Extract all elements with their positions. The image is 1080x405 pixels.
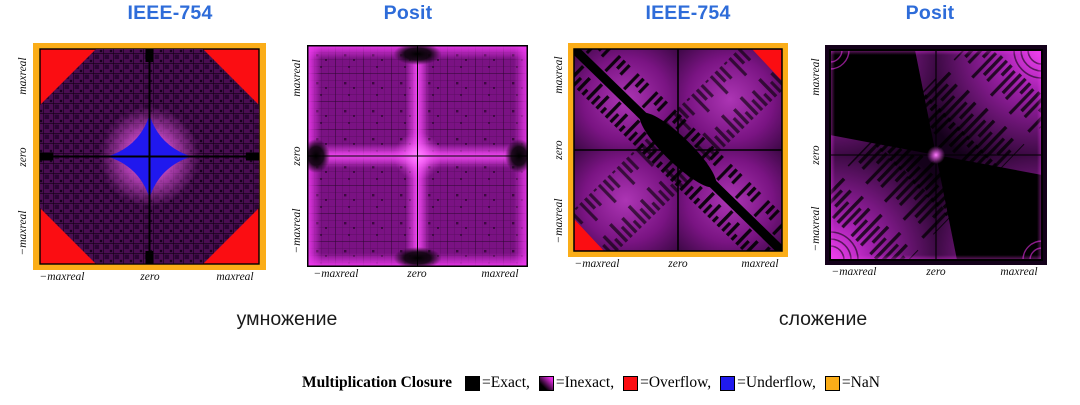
legend-swatch-underflow-icon [720, 375, 736, 391]
legend-swatch-exact-icon [464, 375, 480, 391]
x-tick-maxreal: maxreal [1000, 266, 1038, 278]
panel-title-ieee754-mult: IEEE-754 [127, 2, 213, 24]
x-tick-zero: zero [668, 258, 688, 270]
x-tick-negmaxreal: −maxreal [574, 258, 620, 270]
legend-label-inexact: =Inexact, [555, 374, 615, 391]
panel-title-ieee754-add: IEEE-754 [645, 2, 731, 24]
legend-swatch-inexact-icon [538, 375, 554, 391]
legend-item-exact: =Exact, [464, 374, 530, 392]
panel-title-posit-mult: Posit [383, 2, 433, 24]
panel-posit-multiplication [302, 43, 533, 269]
heatmap-posit-multiplication [302, 43, 533, 269]
y-tick-zero: zero [810, 145, 822, 165]
x-tick-negmaxreal: −maxreal [831, 266, 877, 278]
legend-item-inexact: =Inexact, [538, 374, 615, 392]
legend-item-underflow: =Underflow, [720, 374, 816, 392]
y-tick-zero: zero [291, 146, 303, 166]
panel-ieee754-addition [568, 43, 788, 257]
legend-item-nan: =NaN [824, 374, 880, 392]
legend-swatch-nan-icon [824, 375, 840, 391]
y-tick-negmaxreal: −maxreal [17, 210, 29, 256]
y-tick-maxreal: maxreal [17, 57, 29, 95]
x-tick-negmaxreal: −maxreal [39, 271, 85, 283]
heatmap-ieee754-multiplication [33, 43, 266, 270]
y-tick-maxreal: maxreal [291, 59, 303, 97]
legend-item-overflow: =Overflow, [623, 374, 711, 392]
y-tick-negmaxreal: −maxreal [553, 198, 565, 244]
x-tick-zero: zero [407, 268, 427, 280]
legend-swatch-overflow-icon [623, 375, 639, 391]
legend-label-exact: =Exact, [481, 374, 530, 391]
caption-addition: сложение [778, 308, 868, 330]
legend-label-overflow: =Overflow, [640, 374, 712, 391]
y-tick-maxreal: maxreal [810, 58, 822, 96]
y-tick-maxreal: maxreal [553, 56, 565, 94]
legend-label-underflow: =Underflow, [737, 374, 816, 391]
legend: Multiplication Closure =Exact, =Inexact,… [302, 374, 880, 392]
panel-posit-addition [825, 45, 1047, 265]
heatmap-posit-addition [825, 45, 1047, 265]
heatmap-ieee754-addition [568, 43, 788, 257]
x-tick-zero: zero [926, 266, 946, 278]
y-tick-zero: zero [553, 140, 565, 160]
caption-multiplication: умножение [236, 308, 338, 330]
panel-title-posit-add: Posit [905, 2, 955, 24]
y-tick-negmaxreal: −maxreal [810, 206, 822, 252]
legend-title: Multiplication Closure [302, 374, 452, 391]
panel-ieee754-multiplication [33, 43, 266, 270]
x-tick-maxreal: maxreal [481, 268, 519, 280]
legend-label-nan: =NaN [841, 374, 880, 391]
y-tick-zero: zero [17, 147, 29, 167]
x-tick-maxreal: maxreal [741, 258, 779, 270]
x-tick-maxreal: maxreal [216, 271, 254, 283]
x-tick-zero: zero [140, 271, 160, 283]
y-tick-negmaxreal: −maxreal [291, 208, 303, 254]
x-tick-negmaxreal: −maxreal [313, 268, 359, 280]
